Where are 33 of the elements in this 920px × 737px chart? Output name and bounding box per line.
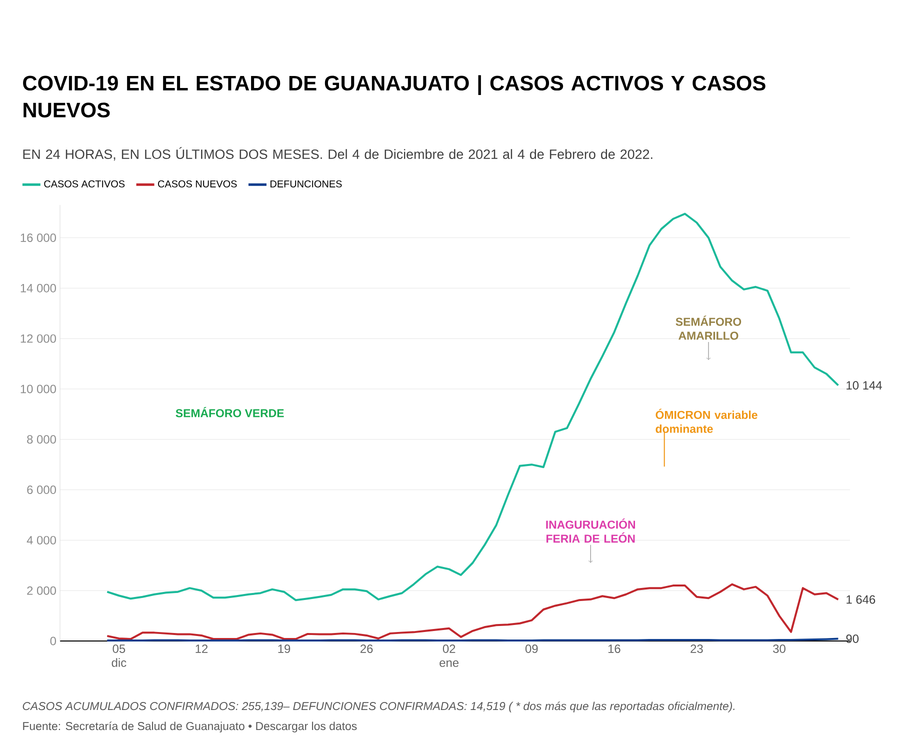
y-tick-label: 6 000 — [27, 486, 56, 494]
legend-label: CASOS NUEVOS — [158, 180, 237, 188]
y-tick-label: 0 — [50, 636, 56, 646]
x-tick-label: 12 — [196, 644, 208, 653]
x-tick-label: 26 — [360, 644, 373, 653]
legend-label: DEFUNCIONES — [270, 180, 342, 188]
data-label: 90 — [846, 634, 859, 643]
y-tick-label: 10 000 — [20, 384, 56, 394]
data-label: 1 646 — [846, 595, 876, 604]
y-tick-label: 8 000 — [27, 435, 56, 444]
x-tick-label: 09 — [525, 644, 538, 653]
data-label: 10 144 — [846, 381, 882, 390]
x-tick-label: 02 ene — [440, 644, 459, 667]
x-tick-label: 19 — [278, 644, 290, 653]
y-tick-label: 12 000 — [20, 334, 56, 343]
text: CASOS ACUMULADOS CONFIRMADOS: 255,139– DEFUNCIONES CONFIRMADAS: 14,519 ( * dos más que las reportadas oficialmente). — [22, 702, 734, 712]
x-tick-label: 05 dic — [112, 644, 126, 667]
annotation: SEMÁFORO AMARILLO — [676, 316, 742, 340]
source-note: Fuente: Secretaría de Salud de Guanajuato • Descargar los datos — [23, 722, 357, 732]
x-tick-label: 16 — [608, 644, 620, 653]
y-tick-label: 2 000 — [27, 586, 56, 595]
x-tick-label: 30 — [773, 644, 786, 653]
x-tick-label: 23 — [690, 644, 703, 653]
annotation: ÓMICRON variable dominante — [656, 408, 758, 433]
y-tick-label: 16 000 — [20, 234, 56, 242]
chart-subtitle: EN 24 HORAS, EN LOS ÚLTIMOS DOS MESES. Del 4 de Diciembre de 2021 al 4 de Febrero de 2022. — [23, 147, 652, 161]
annotation: INAGURUACIÓN FERIA DE LEÓN — [546, 518, 636, 543]
legend-label: CASOS ACTIVOS — [44, 180, 125, 188]
annotation: SEMÁFORO VERDE — [176, 406, 284, 418]
y-tick-label: 4 000 — [26, 536, 56, 544]
y-tick-label: 14 000 — [20, 284, 56, 292]
line-series — [106, 212, 840, 602]
chart-title: COVID-19 EN EL ESTADO DE GUANAJUATO | CASOS ACTIVOS Y CASOS NUEVOS — [23, 75, 766, 118]
